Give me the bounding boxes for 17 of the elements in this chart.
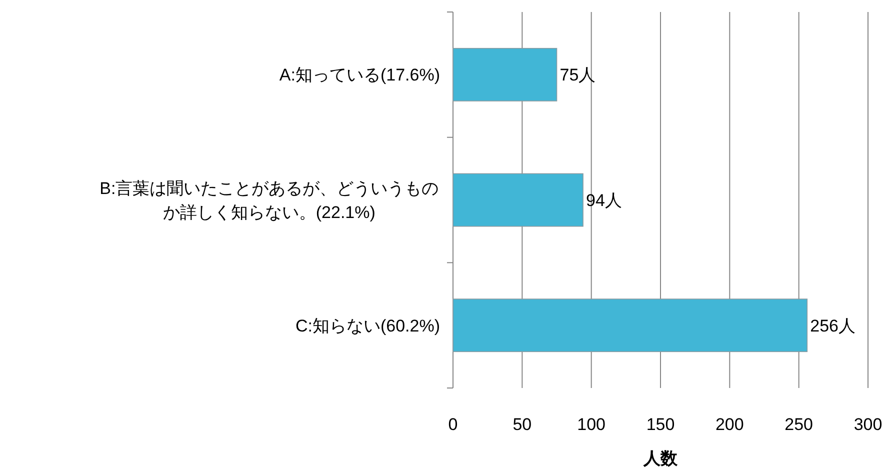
- bar: [452, 298, 808, 352]
- x-tick-label: 250: [784, 415, 814, 434]
- x-tick-label: 50: [512, 415, 532, 434]
- x-tick-label: 100: [577, 415, 606, 434]
- x-axis-title: 人数: [642, 449, 678, 468]
- x-tick-label: 150: [646, 415, 675, 434]
- bar: [452, 173, 584, 227]
- x-tick-label: 200: [715, 415, 744, 434]
- bar: [452, 48, 558, 102]
- data-label: 94人: [586, 190, 622, 210]
- data-label: 75人: [560, 66, 596, 85]
- y-tick-label: B:言葉は聞いたことがあるが、どういうものか詳しく知らない。(22.1%): [100, 178, 439, 222]
- y-tick-label: C:知らない(60.2%): [295, 316, 440, 336]
- y-tick-label: A:知っている(17.6%): [279, 66, 440, 85]
- x-tick-label: 0: [448, 415, 458, 434]
- x-tick-label: 300: [854, 415, 882, 434]
- data-label: 256人: [810, 316, 856, 336]
